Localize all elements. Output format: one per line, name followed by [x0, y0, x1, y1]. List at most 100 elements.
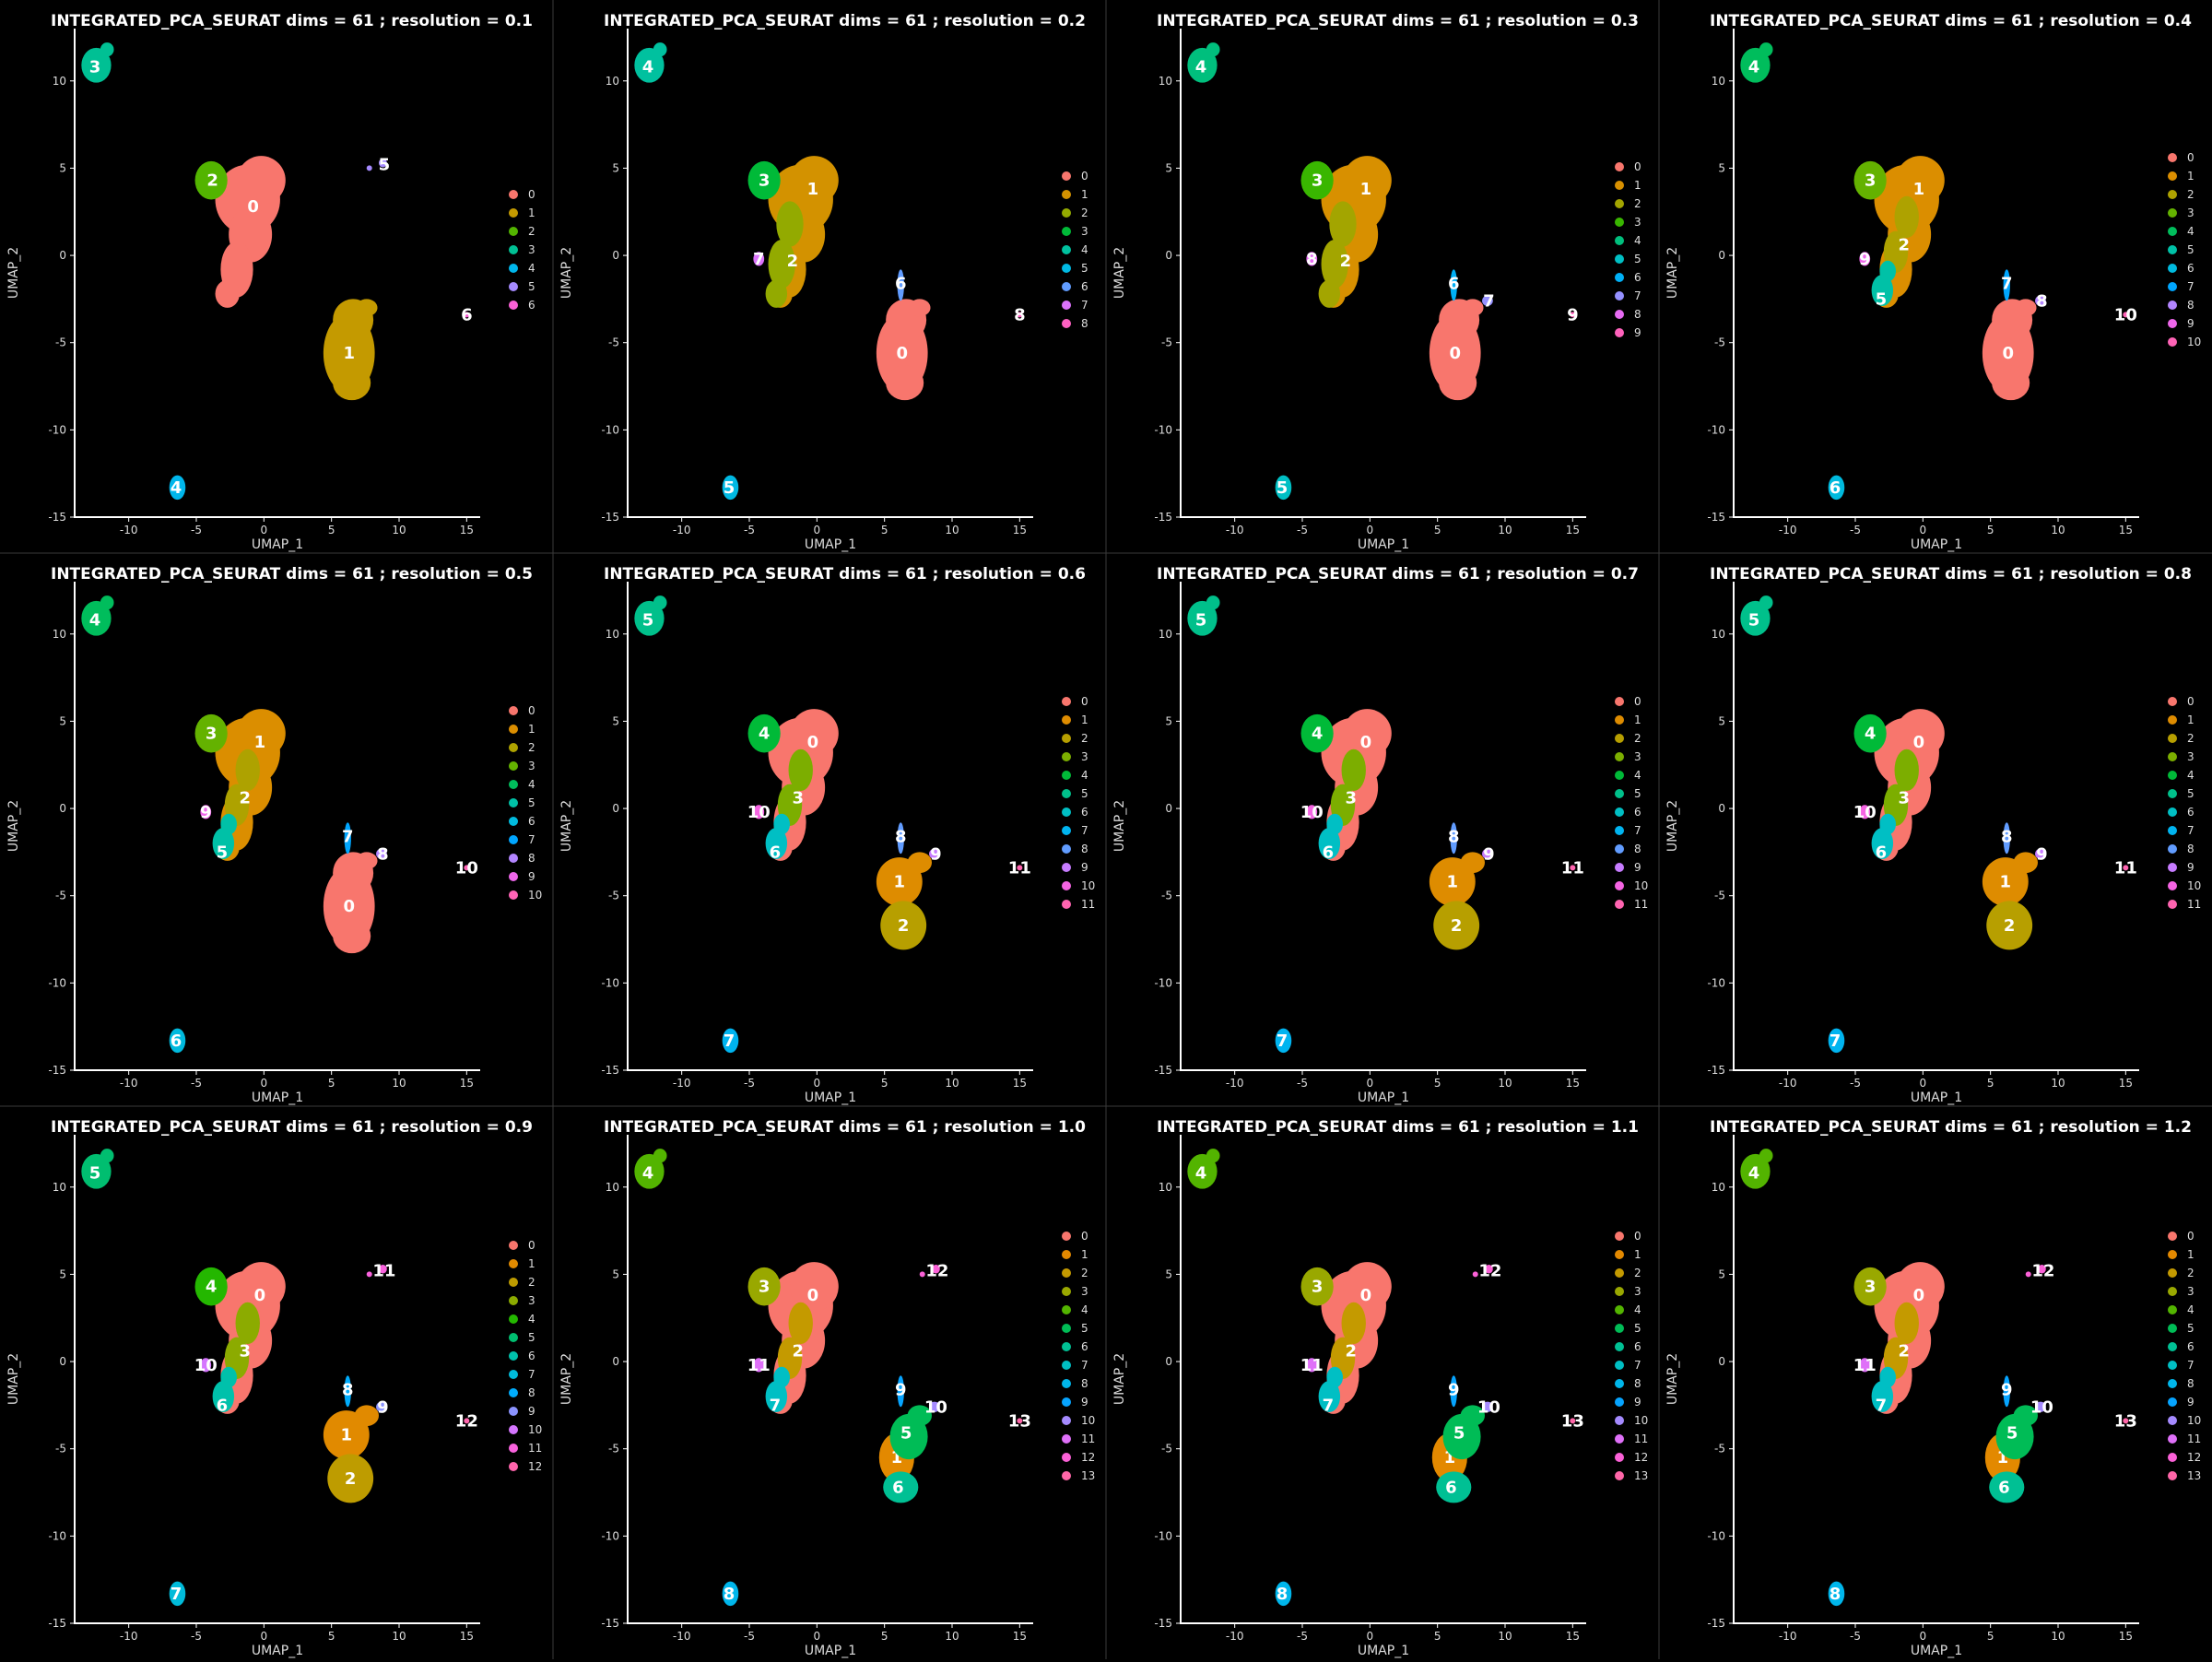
- cluster-0: [876, 299, 931, 401]
- legend-key: [1615, 273, 1624, 282]
- cluster-points: [2003, 1375, 2010, 1408]
- legend-label: 4: [1081, 1303, 1088, 1316]
- legend-key: [2168, 1232, 2177, 1241]
- cluster-label: 3: [1312, 1278, 1324, 1297]
- cluster-points: [464, 865, 470, 871]
- axis-lines: [1733, 582, 2139, 1071]
- x-tick-label: 15: [1013, 524, 1027, 536]
- cluster-label: 2: [345, 1469, 357, 1489]
- umap-plot: INTEGRATED_PCA_SEURAT dims = 61 ; resolu…: [1112, 12, 1641, 552]
- cluster-points: [464, 312, 470, 318]
- cluster-label: 3: [240, 1342, 252, 1361]
- cluster-points: [929, 1401, 940, 1412]
- cluster-points: [376, 848, 387, 859]
- cluster-points: [366, 165, 372, 171]
- legend-label: 9: [528, 870, 535, 883]
- cluster-points: [1740, 600, 1771, 636]
- cluster-2: [880, 901, 927, 950]
- legend-key: [509, 1462, 518, 1471]
- y-tick-label: -15: [601, 1617, 619, 1630]
- cluster-label: 4: [642, 58, 654, 77]
- y-tick-label: -15: [48, 1617, 66, 1630]
- cluster-points: [765, 279, 788, 308]
- cluster-2: [1986, 901, 2033, 950]
- cluster-6: [883, 1471, 919, 1503]
- y-tick-label: 10: [53, 75, 66, 88]
- y-tick-label: -10: [48, 423, 66, 436]
- cluster-points: [1853, 1267, 1887, 1306]
- cluster-5: [722, 475, 739, 501]
- cluster-points: [919, 1271, 925, 1278]
- cluster-points: [1896, 709, 1945, 759]
- legend-key: [2168, 826, 2177, 835]
- cluster-label: 7: [1876, 1396, 1888, 1415]
- cluster-label: 12: [925, 1262, 948, 1281]
- cluster-label: 6: [1323, 843, 1335, 862]
- cluster-points: [2035, 295, 2046, 306]
- x-tick-label: 0: [261, 1630, 268, 1643]
- cluster-points: [747, 160, 781, 200]
- y-tick-label: -10: [601, 976, 619, 989]
- x-tick-label: 15: [1566, 524, 1580, 536]
- cluster-label: 6: [770, 843, 782, 862]
- cluster-label: 8: [724, 1585, 735, 1604]
- cluster-points: [237, 156, 286, 206]
- cluster-label: 5: [1876, 289, 1888, 309]
- x-axis-label: UMAP_1: [1911, 537, 1962, 552]
- x-tick-label: 10: [945, 524, 959, 536]
- y-tick-label: -5: [1161, 890, 1172, 902]
- legend-key: [1062, 826, 1071, 835]
- legend-key: [2168, 1268, 2177, 1278]
- legend-label: 6: [2187, 262, 2194, 275]
- y-tick-label: -10: [48, 976, 66, 989]
- panel-title: INTEGRATED_PCA_SEURAT dims = 61 ; resolu…: [1710, 1118, 2192, 1137]
- cluster-label: 8: [2001, 827, 2013, 846]
- x-tick-label: -10: [120, 524, 138, 536]
- x-tick-label: 0: [261, 524, 268, 536]
- cluster-label: 10: [2114, 305, 2137, 324]
- cluster-6: [1318, 813, 1343, 859]
- cluster-points: [2015, 299, 2037, 317]
- cluster-label: 6: [1998, 1478, 2010, 1497]
- x-tick-label: 0: [814, 1077, 821, 1090]
- cluster-label: 0: [343, 897, 355, 916]
- legend-key: [1615, 1434, 1624, 1444]
- cluster-points: [1759, 1149, 1773, 1163]
- legend-label: 10: [2187, 1414, 2201, 1427]
- legend-key: [1062, 900, 1071, 909]
- x-tick-label: -5: [1850, 1630, 1861, 1643]
- legend-label: 8: [1634, 308, 1641, 321]
- legend-label: 4: [1081, 769, 1088, 782]
- cluster-points: [1871, 274, 1894, 306]
- legend-key: [2168, 1397, 2177, 1407]
- x-tick-label: 5: [328, 524, 335, 536]
- cluster-points: [753, 805, 765, 819]
- cluster-points: [907, 1405, 932, 1427]
- y-tick-label: 10: [1159, 628, 1172, 641]
- legend-label: 8: [528, 1386, 535, 1399]
- legend-label: 8: [1634, 843, 1641, 855]
- legend-key: [1615, 1287, 1624, 1296]
- legend-label: 3: [1081, 750, 1088, 763]
- x-tick-label: 5: [881, 1630, 888, 1643]
- panel-title: INTEGRATED_PCA_SEURAT dims = 61 ; resolu…: [604, 565, 1086, 583]
- cluster-5: [1995, 1405, 2038, 1460]
- cluster-label: 3: [759, 1278, 771, 1297]
- legend-label: 8: [2187, 1377, 2194, 1390]
- cluster-points: [1879, 1366, 1896, 1388]
- cluster-10: [2123, 312, 2129, 318]
- cluster-label: 9: [930, 844, 942, 864]
- cluster-label: 5: [1277, 478, 1288, 498]
- legend-key: [1062, 863, 1071, 872]
- cluster-5: [1187, 595, 1220, 636]
- cluster-label: 4: [759, 725, 771, 744]
- legend-key: [1062, 227, 1071, 236]
- axis-lines: [74, 582, 480, 1071]
- umap-plot: INTEGRATED_PCA_SEURAT dims = 61 ; resolu…: [6, 1118, 542, 1658]
- legend-key: [509, 890, 518, 900]
- cluster-points: [1992, 365, 2030, 401]
- legend-label: 12: [528, 1460, 542, 1473]
- legend-key: [1062, 734, 1071, 743]
- legend-key: [2168, 1379, 2177, 1388]
- legend-key: [1615, 807, 1624, 817]
